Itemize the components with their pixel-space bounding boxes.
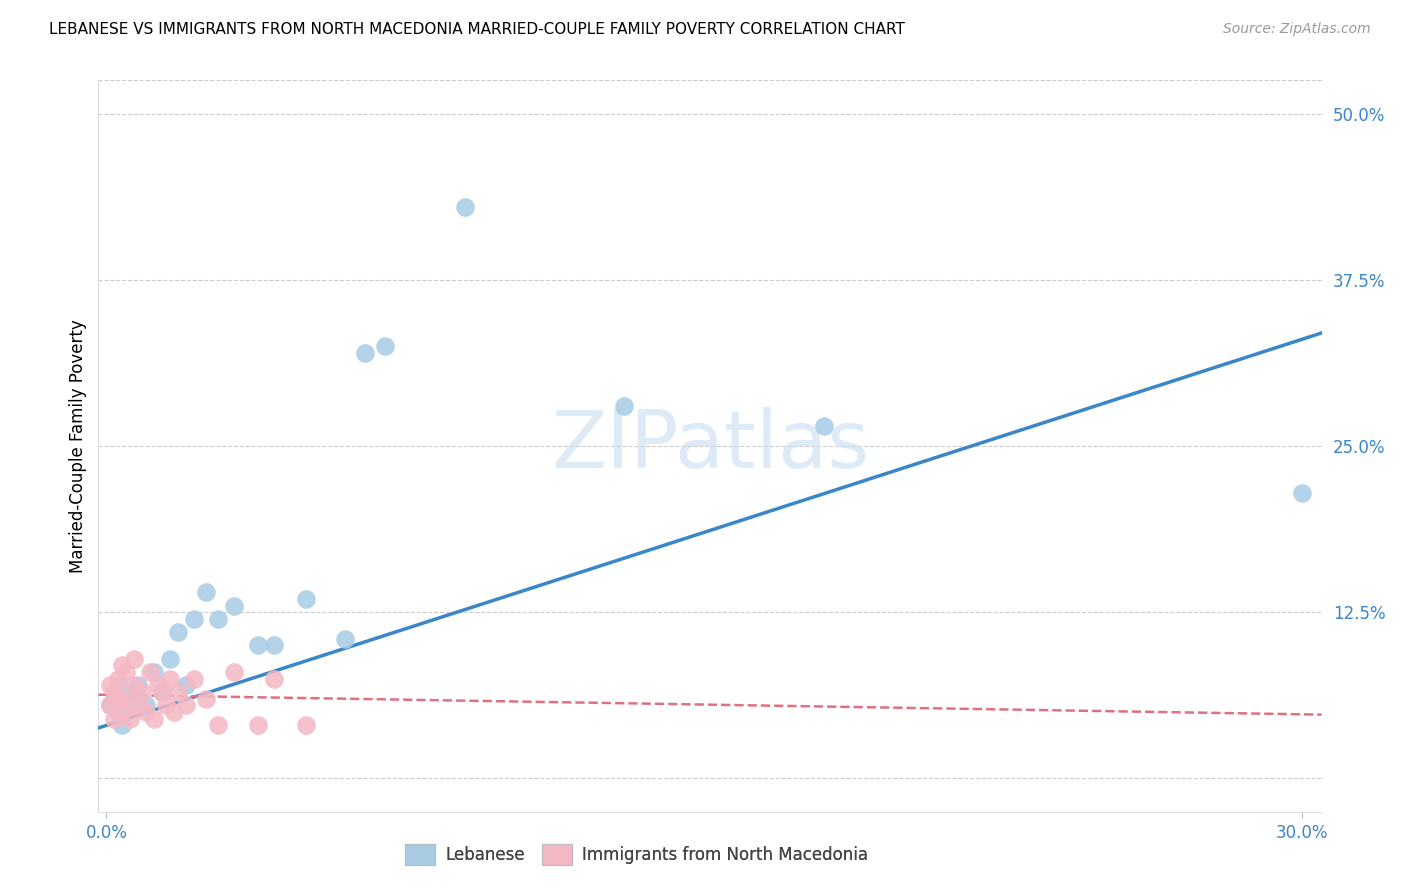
Point [374,339,396,353]
Point [354,346,377,360]
Point [263,672,285,686]
Point [195,585,218,599]
Point [150,685,173,699]
Point [263,639,285,653]
Point [107,678,129,692]
Point [159,672,181,686]
Point [100,698,122,713]
Point [111,705,134,719]
Point [103,685,125,699]
Point [143,665,166,679]
Point [335,632,357,646]
Legend: Lebanese, Immigrants from North Macedonia: Lebanese, Immigrants from North Macedoni… [396,836,876,873]
Text: ZIPatlas: ZIPatlas [551,407,869,485]
Point [174,698,197,713]
Point [195,691,218,706]
Point [148,678,170,692]
Point [159,652,181,666]
Point [111,718,134,732]
Point [120,712,142,726]
Point [135,705,157,719]
Point [246,639,269,653]
Point [131,685,153,699]
Point [222,599,245,613]
Point [167,685,190,699]
Point [155,698,177,713]
Point [135,698,157,713]
Point [124,678,146,692]
Text: LEBANESE VS IMMIGRANTS FROM NORTH MACEDONIA MARRIED-COUPLE FAMILY POVERTY CORREL: LEBANESE VS IMMIGRANTS FROM NORTH MACEDO… [49,22,905,37]
Point [103,712,125,726]
Point [183,672,205,686]
Point [111,658,134,673]
Point [115,691,138,706]
Point [294,718,316,732]
Point [174,678,197,692]
Point [222,665,245,679]
Point [120,698,142,713]
Point [124,685,146,699]
Point [107,672,129,686]
Point [100,698,122,713]
Point [127,698,149,713]
Y-axis label: Married-Couple Family Poverty: Married-Couple Family Poverty [69,319,87,573]
Text: Source: ZipAtlas.com: Source: ZipAtlas.com [1223,22,1371,37]
Point [454,200,477,214]
Point [127,678,149,692]
Point [207,718,229,732]
Point [813,419,835,434]
Point [139,665,162,679]
Point [143,712,166,726]
Point [163,705,186,719]
Point [150,685,173,699]
Point [183,612,205,626]
Point [246,718,269,732]
Point [100,678,122,692]
Point [124,652,146,666]
Point [1291,485,1313,500]
Point [115,665,138,679]
Point [613,399,636,413]
Point [107,691,129,706]
Point [207,612,229,626]
Point [115,691,138,706]
Point [167,625,190,640]
Point [103,691,125,706]
Point [294,591,316,606]
Point [107,705,129,719]
